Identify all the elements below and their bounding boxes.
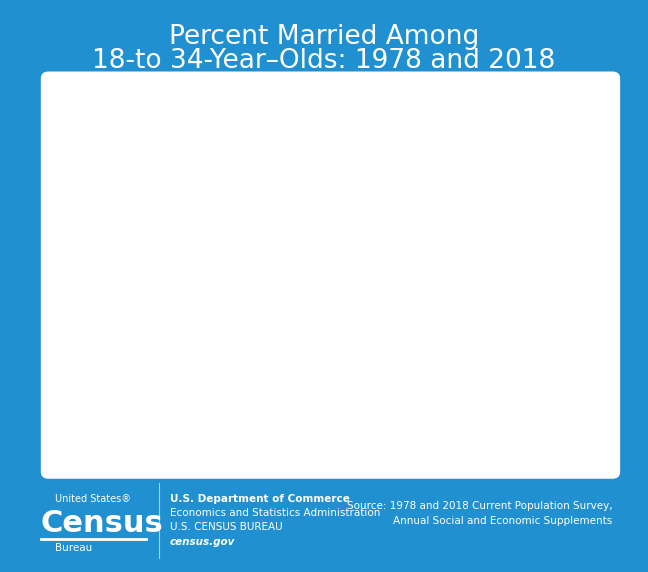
Text: U.S. CENSUS BUREAU: U.S. CENSUS BUREAU [170,522,283,532]
Text: census.gov: census.gov [170,537,235,547]
Bar [185,173,304,398]
Legend: 1978, 2018: 1978, 2018 [239,443,420,470]
Bar [385,287,503,398]
Text: Percent Married Among: Percent Married Among [169,24,479,50]
Text: 59%: 59% [227,150,263,168]
Text: U.S. Department of Commerce: U.S. Department of Commerce [170,494,350,504]
Text: Source: 1978 and 2018 Current Population Survey,: Source: 1978 and 2018 Current Population… [347,501,612,511]
Text: Bureau: Bureau [55,543,92,553]
Text: Census: Census [41,509,163,538]
Text: United States®: United States® [55,494,131,504]
Text: Annual Social and Economic Supplements: Annual Social and Economic Supplements [393,515,612,526]
Text: Economics and Statistics Administration: Economics and Statistics Administration [170,508,380,518]
Text: 18-to 34-Year–Olds: 1978 and 2018: 18-to 34-Year–Olds: 1978 and 2018 [93,48,555,74]
Text: 29%: 29% [426,264,463,283]
